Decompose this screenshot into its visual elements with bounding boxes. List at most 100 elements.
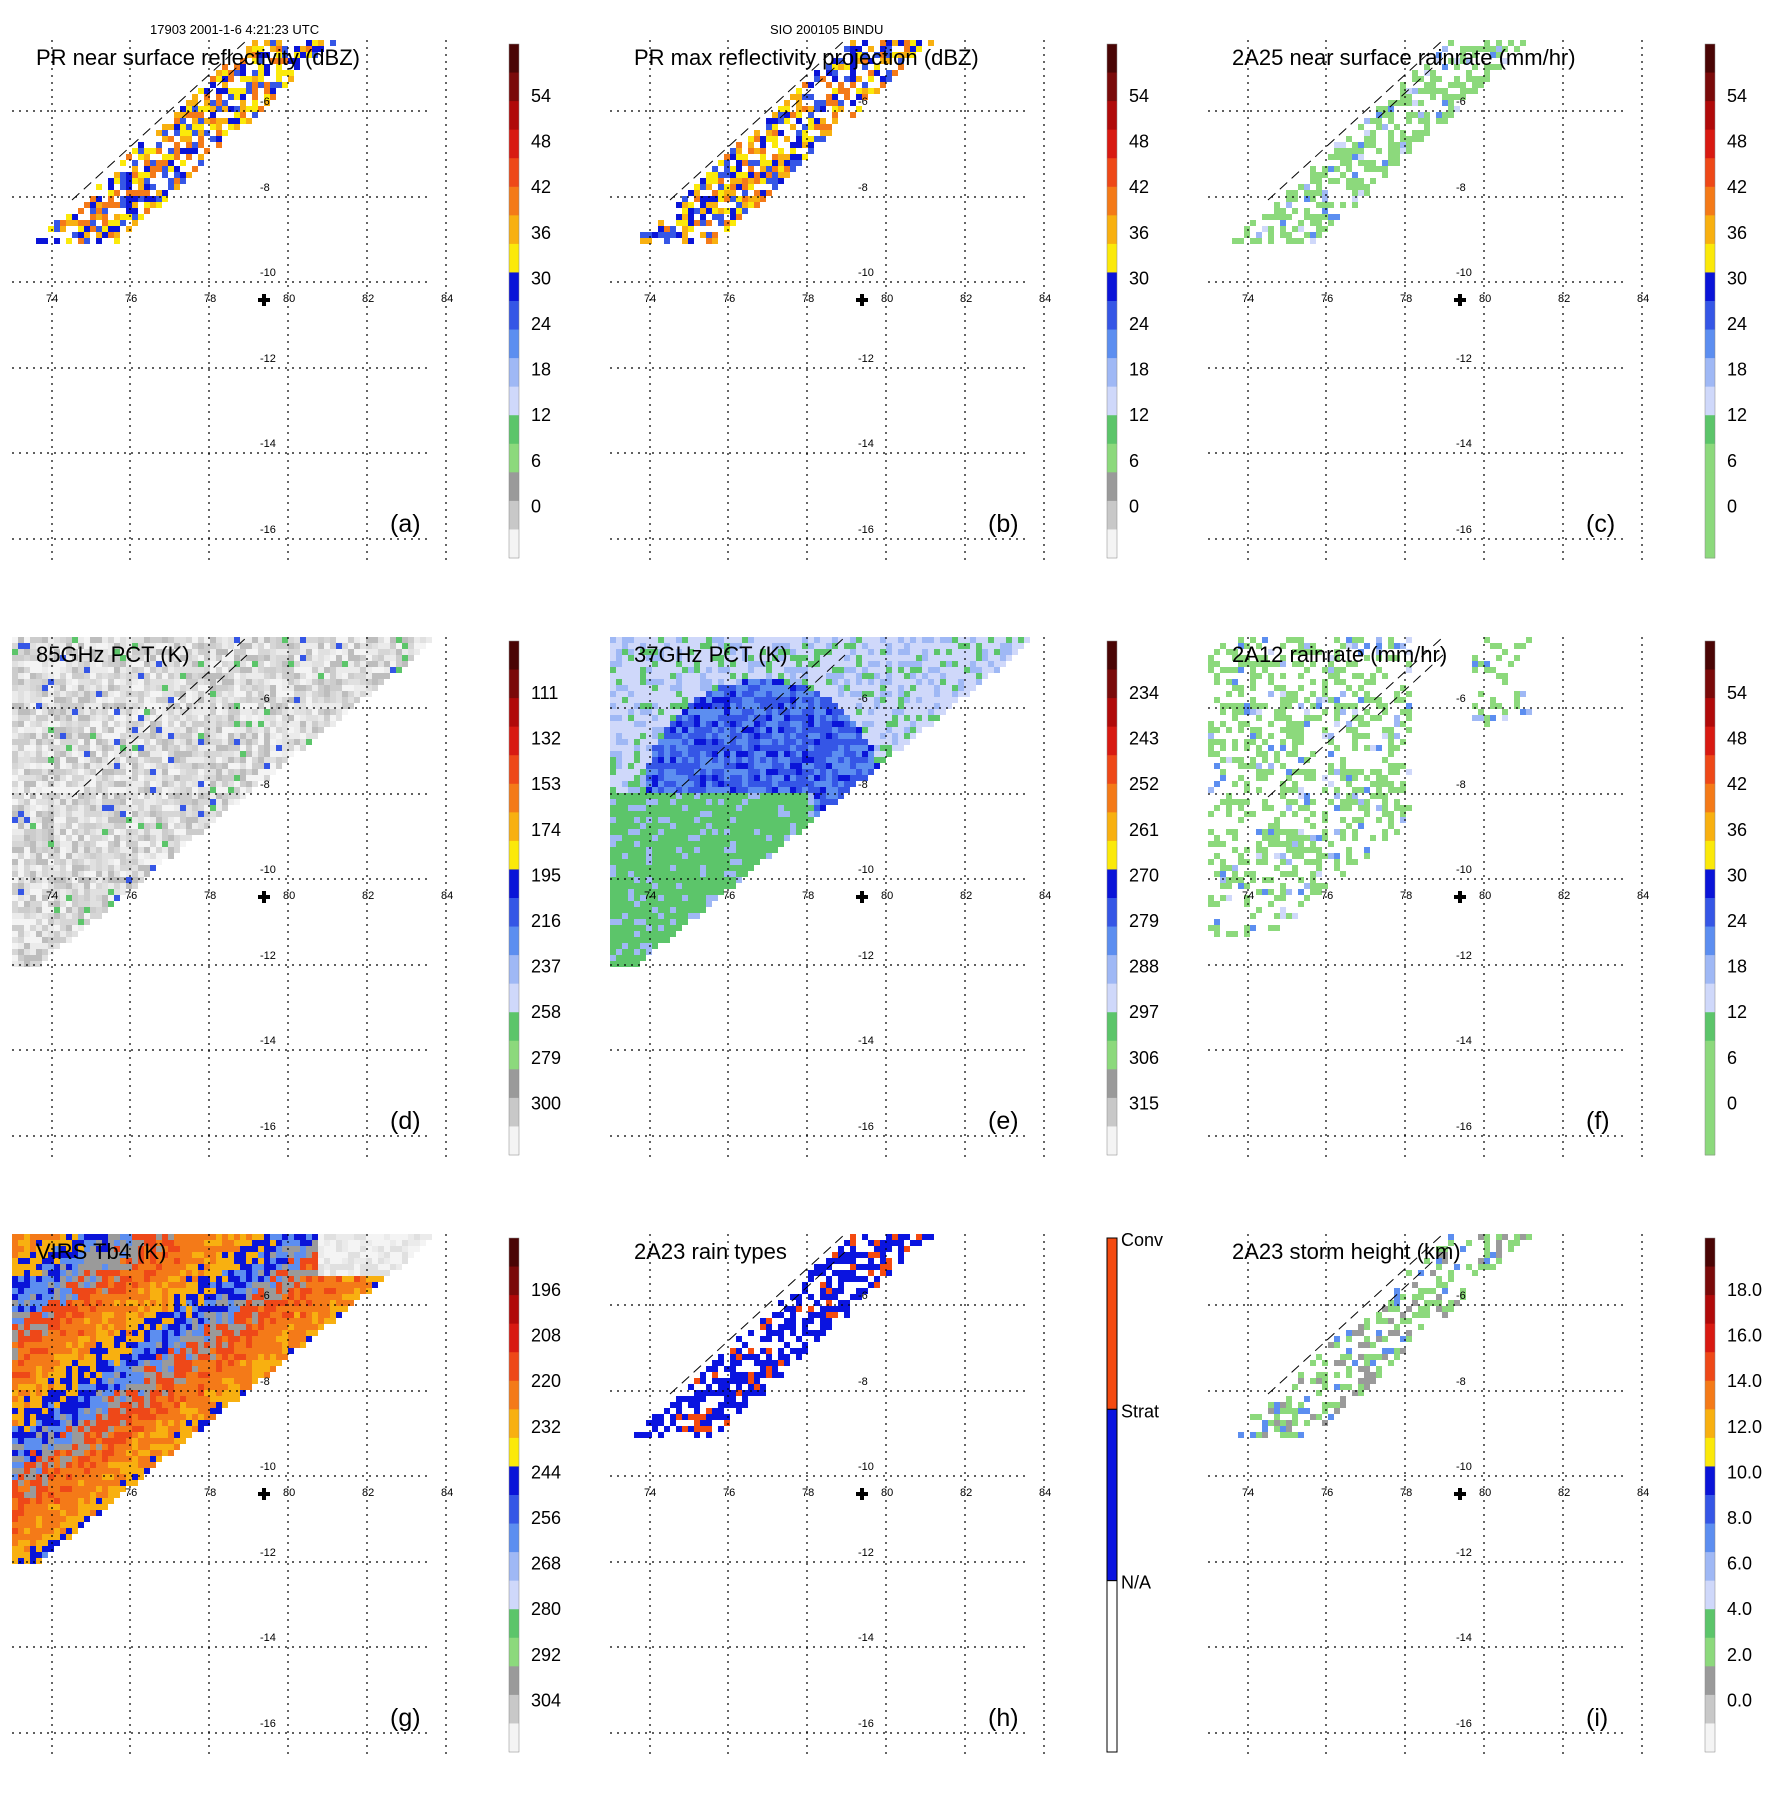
field-cell [276, 637, 282, 643]
field-cell [348, 691, 354, 697]
field-cell [796, 787, 802, 793]
field-cell [1406, 94, 1412, 100]
field-cell [72, 817, 78, 823]
field-cell [718, 679, 724, 685]
field-cell [712, 829, 718, 835]
field-cell [222, 691, 228, 697]
field-cell [288, 667, 294, 673]
field-cell [24, 829, 30, 835]
colorbar-segment [509, 927, 519, 956]
field-cell [922, 685, 928, 691]
field-cell [228, 643, 234, 649]
field-cell [868, 733, 874, 739]
field-cell [970, 643, 976, 649]
field-cell [712, 805, 718, 811]
field-cell [120, 184, 126, 190]
field-cell [108, 835, 114, 841]
field-cell [330, 661, 336, 667]
field-cell [724, 679, 730, 685]
field-cell [168, 853, 174, 859]
field-cell [1328, 214, 1334, 220]
field-cell [640, 811, 646, 817]
field-cell [640, 715, 646, 721]
field-cell [402, 643, 408, 649]
field-cell [282, 745, 288, 751]
field-cell [234, 763, 240, 769]
field-cell [168, 799, 174, 805]
field-cell [282, 709, 288, 715]
field-cell [676, 835, 682, 841]
field-cell [72, 829, 78, 835]
field-cell [844, 745, 850, 751]
field-cell [42, 865, 48, 871]
field-cell [102, 214, 108, 220]
field-cell [72, 781, 78, 787]
field-cell [162, 811, 168, 817]
field-cell [30, 757, 36, 763]
field-cell [778, 721, 784, 727]
field-cell [658, 691, 664, 697]
colorbar-segment [509, 670, 519, 699]
field-cell [30, 805, 36, 811]
field-cell [688, 691, 694, 697]
field-cell [90, 811, 96, 817]
field-cell [784, 721, 790, 727]
field-cell [868, 757, 874, 763]
field-cell [72, 799, 78, 805]
field-cell [1310, 166, 1316, 172]
field-cell [766, 709, 772, 715]
colorbar-tick-label: 36 [1129, 223, 1149, 243]
field-cell [628, 733, 634, 739]
field-cell [216, 805, 222, 811]
field-cell [1334, 178, 1340, 184]
field-cell [156, 709, 162, 715]
ytick-label: -12 [1456, 353, 1472, 365]
field-cell [616, 643, 622, 649]
field-cell [54, 877, 60, 883]
ytick-label: -10 [260, 864, 276, 876]
field-cell [724, 226, 730, 232]
field-cell [760, 172, 766, 178]
field-cell [216, 751, 222, 757]
field-cell [246, 685, 252, 691]
field-cell [18, 721, 24, 727]
colorbar-segment [509, 44, 519, 73]
field-cell [844, 655, 850, 661]
field-cell [808, 82, 814, 88]
field-cell [192, 100, 198, 106]
field-cell [306, 733, 312, 739]
field-cell [652, 685, 658, 691]
field-cell [96, 829, 102, 835]
field-cell [186, 823, 192, 829]
field-cell [162, 847, 168, 853]
field-cell [12, 817, 18, 823]
field-cell [144, 202, 150, 208]
field-cell [168, 673, 174, 679]
field-cell [276, 763, 282, 769]
field-cell [360, 691, 366, 697]
field-cell [904, 721, 910, 727]
field-cell [778, 763, 784, 769]
field-cell [126, 841, 132, 847]
field-cell [658, 829, 664, 835]
field-cell [126, 877, 132, 883]
field-cell [1430, 82, 1436, 88]
field-cell [730, 757, 736, 763]
field-cell [252, 721, 258, 727]
field-cell [718, 178, 724, 184]
field-cell [78, 715, 84, 721]
field-cell [694, 811, 700, 817]
field-cell [30, 745, 36, 751]
field-cell [156, 739, 162, 745]
field-cell [72, 769, 78, 775]
field-cell [778, 775, 784, 781]
field-cell [186, 100, 192, 106]
field-cell [610, 721, 616, 727]
field-cell [922, 673, 928, 679]
field-cell [616, 787, 622, 793]
field-cell [36, 841, 42, 847]
field-cell [658, 847, 664, 853]
field-cell [246, 655, 252, 661]
field-cell [748, 823, 754, 829]
field-cell [240, 70, 246, 76]
